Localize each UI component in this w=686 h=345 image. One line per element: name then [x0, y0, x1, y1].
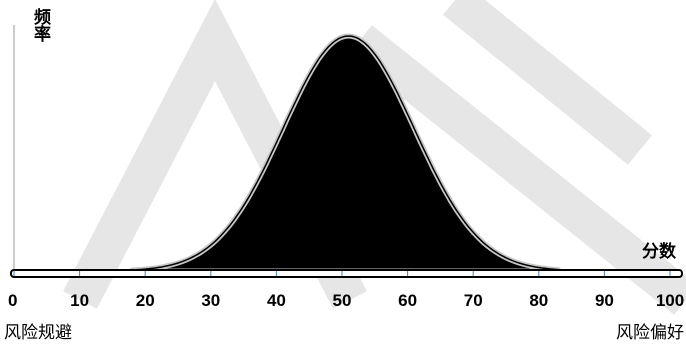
x-tick-label-0: 0	[8, 291, 17, 310]
right-end-label: 风险偏好	[616, 323, 684, 343]
x-tick-label-10: 10	[70, 291, 89, 310]
x-tick-label-50: 50	[333, 291, 352, 310]
left-end-label: 风险规避	[4, 323, 72, 343]
x-tick-label-80: 80	[529, 291, 548, 310]
y-axis-label: 频率	[30, 7, 51, 43]
x-tick-label-20: 20	[136, 291, 155, 310]
x-tick-label-60: 60	[398, 291, 417, 310]
x-tick-label-30: 30	[201, 291, 220, 310]
x-tick-label-40: 40	[267, 291, 286, 310]
x-axis-baseline	[11, 270, 682, 277]
x-tick-label-100: 100	[656, 291, 684, 310]
tick-labels: 0 10 20 30 40 50 60 70 80 90 100	[8, 291, 684, 310]
x-axis-label: 分数	[642, 241, 677, 262]
x-tick-label-70: 70	[464, 291, 483, 310]
x-tick-label-90: 90	[595, 291, 614, 310]
